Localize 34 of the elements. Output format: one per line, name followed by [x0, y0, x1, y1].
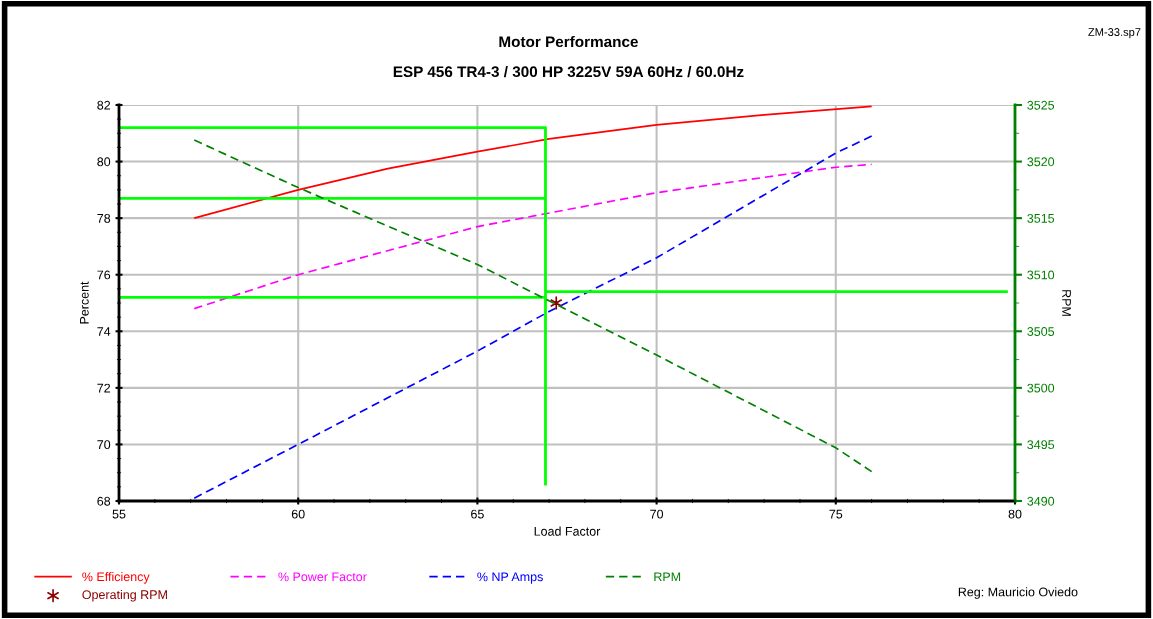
- y-tick-label: 68: [97, 496, 111, 506]
- x-tick-label: 80: [1008, 509, 1022, 519]
- y-tick-label: 74: [97, 327, 111, 336]
- legend-label: RPM: [654, 572, 681, 582]
- x-tick-label: 60: [291, 509, 305, 519]
- legend-label: % NP Amps: [477, 572, 543, 584]
- text: Reg: Mauricio Oviedo: [958, 587, 1078, 599]
- x-tick-label: 70: [650, 509, 664, 519]
- y-tick-label: 80: [97, 157, 111, 167]
- legend-label: % Efficiency: [82, 572, 150, 584]
- y2-tick-label: 3510: [1027, 270, 1055, 280]
- y2-tick-label: 3515: [1027, 213, 1055, 223]
- legend-label: % Power Factor: [278, 572, 367, 582]
- y2-tick-label: 3490: [1027, 496, 1055, 506]
- y-tick-label: 70: [97, 440, 111, 450]
- y2-tick-label: 3525: [1027, 100, 1055, 110]
- x-axis-title: Load Factor: [534, 526, 601, 536]
- chart-subtitle: ESP 456 TR4-3 / 300 HP 3225V 59A 60Hz / 60.0Hz: [393, 65, 744, 78]
- chart-title: Motor Performance: [499, 35, 638, 48]
- y2-tick-label: 3500: [1027, 383, 1055, 393]
- legend-label: Operating RPM: [82, 589, 167, 602]
- x-tick-label: 65: [471, 509, 484, 519]
- x-tick-label: 75: [829, 509, 843, 519]
- text: ZM-33.sp7: [1088, 28, 1141, 39]
- y-axis-title: Percent: [80, 281, 89, 324]
- y2-axis-title: RPM: [1062, 290, 1071, 316]
- x-tick-label: 55: [112, 509, 126, 519]
- y-tick-label: 76: [97, 270, 111, 280]
- y2-tick-label: 3520: [1027, 157, 1055, 167]
- y-tick-label: 78: [97, 213, 111, 223]
- y2-tick-label: 3505: [1027, 327, 1055, 336]
- y-tick-label: 72: [97, 383, 111, 393]
- y2-tick-label: 3495: [1027, 440, 1055, 450]
- y-tick-label: 82: [97, 100, 111, 110]
